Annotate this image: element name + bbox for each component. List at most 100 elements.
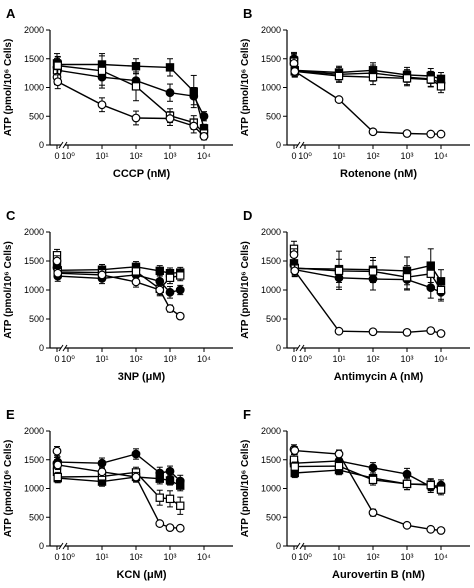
data-point [165,63,175,72]
data-point [155,519,165,528]
y-axis-label: ATP (pmol/10⁶ Cells) [240,39,251,137]
data-point [290,266,300,276]
data-point [334,71,344,81]
series-filled-square [289,457,446,494]
series-open-circle [289,444,446,535]
x-tick-label: 10² [129,151,142,161]
data-point [426,326,436,336]
axis-break-mark [295,344,301,352]
data-point [131,113,141,123]
data-point [368,327,378,337]
data-point [436,129,446,139]
data-point [436,526,446,535]
data-point [334,449,344,459]
x-tick-label: 10⁴ [434,151,448,161]
series-line [56,67,205,117]
data-point [426,75,435,84]
x-tick-label: 10⁰ [298,354,312,364]
y-tick-label: 2000 [261,426,281,436]
x-axis-label: CCCP (nM) [113,168,171,180]
x-tick-label: 10¹ [332,552,345,562]
data-point [368,267,378,276]
data-point [368,127,378,137]
y-tick-label: 2000 [261,25,281,35]
y-tick-label: 500 [29,111,44,121]
series-line [56,64,205,134]
x-tick-label: 10³ [400,151,413,161]
data-point [97,100,107,110]
data-point [155,468,165,478]
axis-break-mark [299,542,305,550]
series-open-circle [52,446,185,533]
y-tick-label: 1000 [24,484,44,494]
data-point [402,520,412,530]
y-tick-label: 1000 [261,484,281,494]
x-tick-label: 10⁰ [61,552,75,562]
data-point [334,95,344,104]
data-point [199,131,209,141]
data-point [426,480,435,490]
series-open-circle [52,255,185,321]
data-point [334,266,344,276]
x-tick-label: 10¹ [332,354,345,364]
y-tick-label: 2000 [24,227,44,237]
y-axis-label: ATP (pmol/10⁶ Cells) [3,39,14,137]
data-point [97,270,107,280]
data-point [426,129,436,139]
x-tick-label: 10⁴ [197,151,211,161]
x-axis-label: 3NP (μM) [118,371,166,383]
series-filled-square [52,459,185,492]
x-tick-label: 10¹ [95,151,108,161]
series-filled-circle [289,455,446,494]
y-tick-label: 500 [266,512,281,522]
x-tick-label: 10³ [163,354,176,364]
panel-letter: D [243,208,252,223]
y-tick-label: 500 [29,512,44,522]
panel-letter: A [6,6,16,21]
y-tick-label: 0 [39,140,44,150]
x-tick-label: 0 [291,552,296,562]
y-tick-label: 500 [29,314,44,324]
axis-break-mark [58,141,64,149]
x-tick-label: 10⁴ [434,354,448,364]
data-point [436,285,446,295]
data-point [426,269,435,278]
data-point [290,462,299,471]
data-point [175,476,185,486]
data-point [165,88,175,98]
data-point [131,267,141,276]
data-point [165,466,175,476]
x-axis-label: KCN (μM) [116,569,166,581]
data-point [368,475,378,485]
y-tick-label: 1500 [24,54,44,64]
data-point [436,82,446,91]
y-tick-label: 500 [266,314,281,324]
data-point [290,66,300,76]
data-point [436,329,446,338]
y-tick-label: 0 [276,343,281,353]
data-point [97,458,107,468]
series-open-circle [289,56,446,139]
x-tick-label: 10² [366,151,379,161]
data-point [53,77,63,87]
axis-break-mark [62,141,68,149]
data-point [131,82,141,91]
data-point [290,446,300,455]
axis-break-mark [62,344,68,352]
data-point [53,460,63,470]
data-point [189,121,199,131]
data-point [199,111,209,121]
x-tick-label: 10³ [163,151,176,161]
data-point [131,277,141,287]
x-tick-label: 10² [366,552,379,562]
y-tick-label: 500 [266,111,281,121]
y-tick-label: 1000 [24,285,44,295]
y-tick-label: 1000 [24,83,44,93]
x-axis-label: Rotenone (nM) [340,168,417,180]
data-point [53,61,62,70]
data-point [131,449,141,459]
axis-break-mark [58,542,64,550]
